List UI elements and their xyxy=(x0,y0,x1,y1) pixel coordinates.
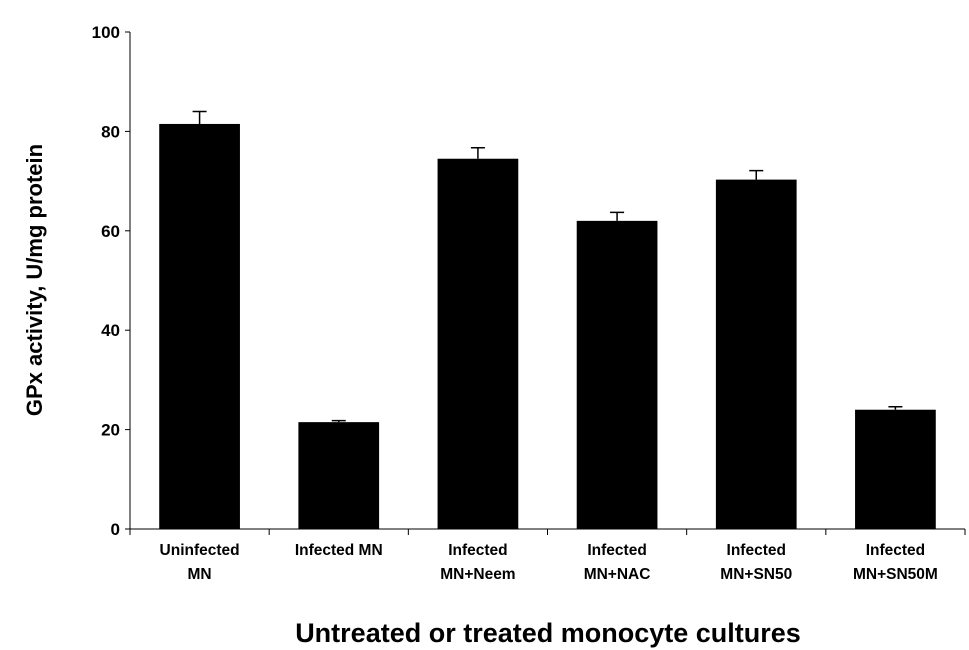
error-bar xyxy=(888,405,903,410)
bar xyxy=(159,123,240,529)
bar xyxy=(855,409,936,529)
error-bar xyxy=(749,169,764,180)
y-tick-label: 100 xyxy=(92,23,120,42)
y-tick-label: 0 xyxy=(111,520,120,539)
error-bar xyxy=(470,147,485,159)
bar xyxy=(298,422,380,529)
y-tick-label: 20 xyxy=(101,421,120,440)
x-tick-label: Infected MN+Neem xyxy=(440,542,515,583)
x-tick-label: Uninfected MN xyxy=(160,542,240,583)
y-axis-title: GPx activity, U/mg protein xyxy=(22,144,47,416)
x-tick-label: Infected MN+NAC xyxy=(584,542,651,583)
bar xyxy=(576,220,658,530)
x-tick-label: Infected MN+SN50 xyxy=(720,542,792,583)
x-tick-label: Infected MN+SN50M xyxy=(853,542,938,583)
error-bar xyxy=(192,110,207,124)
bar xyxy=(437,158,519,530)
error-bar xyxy=(610,211,625,221)
y-tick-label: 80 xyxy=(101,122,120,141)
y-tick-label: 40 xyxy=(101,321,120,340)
x-tick-label: Infected MN xyxy=(295,542,383,559)
bar xyxy=(715,179,797,529)
x-axis-title: Untreated or treated monocyte cultures xyxy=(295,618,801,648)
error-bar xyxy=(331,419,346,423)
y-tick-label: 60 xyxy=(101,222,120,241)
